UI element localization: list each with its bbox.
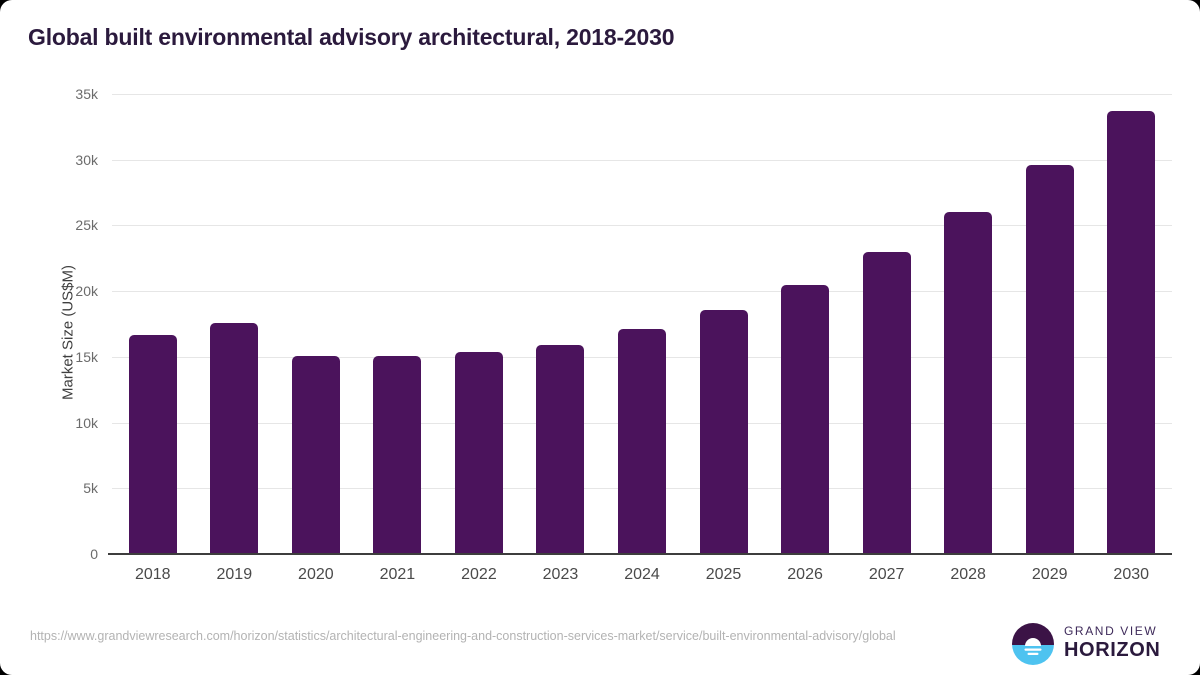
gridline: [112, 159, 1172, 161]
logo-wordmark: GRAND VIEW HORIZON: [1064, 624, 1160, 662]
bar-2030[interactable]: [1107, 111, 1156, 554]
bar-2018[interactable]: [128, 334, 177, 554]
x-tick-label-2029: 2029: [1031, 566, 1068, 583]
y-tick-label: 15k: [75, 348, 98, 365]
x-tick-label-2024: 2024: [624, 566, 660, 583]
x-tick-label-2023: 2023: [542, 566, 579, 583]
gridline: [112, 225, 1172, 227]
y-tick-label: 35k: [75, 86, 98, 102]
bar-2023[interactable]: [536, 345, 585, 554]
x-tick-label-2019: 2019: [216, 566, 253, 583]
x-tick-label-2025: 2025: [705, 566, 742, 583]
bar-2019[interactable]: [210, 322, 259, 554]
plot-area: [112, 94, 1172, 554]
y-axis-tick-labels: 0 5k 10k 15k 20k 25k 30k 35k: [0, 0, 100, 675]
x-axis-tick-labels: 2018 2019 2020 2021 2022 2023 2024 2025 2026 2027…: [112, 566, 1172, 590]
x-tick-label-2018: 2018: [134, 566, 171, 583]
source-url[interactable]: https://www.grandviewresearch.com/horizo…: [30, 629, 896, 643]
bar-2028[interactable]: [944, 212, 993, 554]
y-tick-label: 30k: [75, 151, 98, 168]
y-tick-label: 0: [90, 546, 98, 562]
brand-logo[interactable]: GRAND VIEW HORIZON: [1012, 621, 1172, 667]
x-tick-label-2021: 2021: [379, 566, 416, 583]
logo-line-1: GRAND VIEW: [1064, 624, 1158, 638]
page-title: Global built environmental advisory arch…: [28, 24, 675, 50]
x-tick-label-2028: 2028: [950, 566, 986, 583]
x-tick-label-2022: 2022: [461, 566, 497, 583]
x-tick-label-2020: 2020: [298, 566, 334, 583]
bar-2024[interactable]: [618, 329, 666, 554]
x-axis-line: [108, 553, 1172, 555]
logo-line-2: HORIZON: [1064, 639, 1161, 661]
bar-2029[interactable]: [1025, 164, 1074, 554]
x-tick-label-2027: 2027: [868, 566, 905, 583]
y-tick-label: 25k: [75, 217, 98, 234]
bar-2027[interactable]: [862, 251, 911, 554]
x-tick-label-2026: 2026: [787, 566, 823, 583]
bar-2026[interactable]: [781, 284, 830, 554]
y-tick-label: 10k: [75, 414, 98, 431]
bar-2025[interactable]: [699, 309, 748, 554]
bar-2021[interactable]: [373, 355, 422, 554]
gridline: [112, 94, 1172, 95]
sunrise-circle-icon: [1012, 623, 1054, 665]
y-tick-label: 5k: [83, 480, 98, 497]
bar-2022[interactable]: [454, 351, 503, 554]
y-tick-label: 20k: [75, 283, 98, 300]
x-tick-label-2030: 2030: [1113, 566, 1150, 583]
y-axis-title: Market Size (US$M): [59, 264, 77, 401]
gridline: [112, 291, 1172, 293]
bar-2020[interactable]: [291, 355, 340, 554]
